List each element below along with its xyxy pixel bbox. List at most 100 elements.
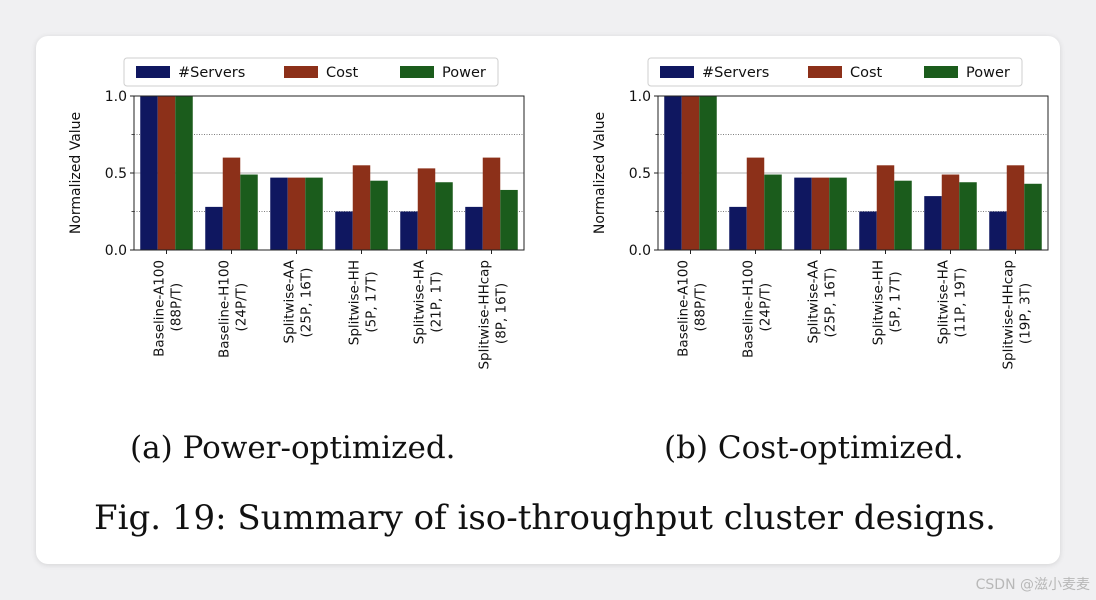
x-tick-label: Splitwise-HA(11P, 19T) xyxy=(936,259,969,344)
bar-cost xyxy=(222,157,241,250)
y-tick-label: 0.5 xyxy=(105,166,127,182)
x-tick-label-config: (24P/T) xyxy=(234,283,250,332)
x-tick-label-name: Baseline-H100 xyxy=(217,260,233,358)
legend-label-cost: Cost xyxy=(326,65,359,81)
bar-power xyxy=(1024,183,1042,250)
y-tick-label: 0.0 xyxy=(105,243,127,259)
legend: #Servers Cost Power xyxy=(123,57,499,87)
legend-label-servers: #Servers xyxy=(702,65,769,81)
bar-cost xyxy=(287,177,306,250)
bar-cost xyxy=(1006,165,1025,250)
bar-servers xyxy=(465,206,483,250)
bar-servers xyxy=(729,206,747,250)
x-tick-label-name: Baseline-H100 xyxy=(741,260,757,358)
bar-power xyxy=(764,174,782,250)
subcaption-cost-optimized: (b) Cost-optimized. xyxy=(664,430,964,466)
bar-cost xyxy=(417,168,436,250)
legend-label-cost: Cost xyxy=(850,65,883,81)
x-tick-label: Baseline-A100(88P/T) xyxy=(676,260,709,357)
y-tick-label: 0.0 xyxy=(629,243,651,259)
x-tick-label-config: (8P, 16T) xyxy=(494,283,510,344)
x-tick-label: Splitwise-AA(25P, 16T) xyxy=(282,259,315,343)
legend-swatch-cost xyxy=(808,66,842,78)
bar-power xyxy=(699,96,717,250)
x-tick-label-name: Splitwise-HHcap xyxy=(1001,260,1017,370)
bar-servers xyxy=(664,96,682,250)
bar-power xyxy=(305,177,323,250)
legend-label-servers: #Servers xyxy=(178,65,245,81)
bar-power xyxy=(240,174,258,250)
bar-power xyxy=(175,96,193,250)
x-tick-label-config: (88P/T) xyxy=(169,283,185,332)
x-tick-label-config: (21P, 1T) xyxy=(429,271,445,332)
figure-card: 0.0 0.5 1.0 Normalized Value Baseline-A100(8… xyxy=(36,36,1060,564)
bar-power xyxy=(894,180,912,250)
bar-power xyxy=(435,182,453,250)
y-axis-label: Normalized Value xyxy=(592,112,608,234)
x-tick-label-config: (5P, 17T) xyxy=(364,271,380,332)
bar-servers xyxy=(335,211,353,250)
x-tick-label: Baseline-H100(24P/T) xyxy=(741,260,774,358)
x-tick-label-config: (5P, 17T) xyxy=(888,271,904,332)
legend: #Servers Cost Power xyxy=(647,57,1023,87)
bar-cost xyxy=(941,174,960,250)
y-tick-label: 1.0 xyxy=(105,89,127,105)
x-tick-label-name: Splitwise-HHcap xyxy=(477,260,493,370)
subcaption-power-optimized: (a) Power-optimized. xyxy=(130,430,456,466)
x-tick-label: Splitwise-HA(21P, 1T) xyxy=(412,259,445,344)
x-tick-label: Baseline-A100(88P/T) xyxy=(152,260,185,357)
bar-servers xyxy=(924,196,942,250)
x-tick-label: Splitwise-AA(25P, 16T) xyxy=(806,259,839,343)
x-tick-label-config: (24P/T) xyxy=(758,283,774,332)
x-tick-label-config: (25P, 16T) xyxy=(823,268,839,338)
bar-servers xyxy=(140,96,158,250)
legend-swatch-servers xyxy=(660,66,694,78)
y-axis-label: Normalized Value xyxy=(68,112,84,234)
bar-servers xyxy=(270,177,288,250)
legend-label-power: Power xyxy=(442,65,486,81)
bar-servers xyxy=(794,177,812,250)
bar-cost xyxy=(352,165,371,250)
bar-power xyxy=(370,180,388,250)
x-tick-label-name: Splitwise-HH xyxy=(347,260,363,345)
legend-swatch-cost xyxy=(284,66,318,78)
bar-cost xyxy=(482,157,501,250)
x-tick-label: Splitwise-HHcap(8P, 16T) xyxy=(477,260,510,370)
bar-cost xyxy=(681,96,700,250)
bar-power xyxy=(959,182,977,250)
bar-power xyxy=(829,177,847,250)
x-tick-label-name: Splitwise-AA xyxy=(282,259,298,343)
x-tick-label-name: Splitwise-HA xyxy=(412,259,428,344)
bar-cost xyxy=(746,157,765,250)
figure-caption: Fig. 19: Summary of iso-throughput clust… xyxy=(94,498,996,538)
chart-cost-optimized: 0.0 0.5 1.0 Normalized Value Baseline-A100(8… xyxy=(592,57,1049,370)
legend-swatch-power xyxy=(924,66,958,78)
x-tick-label-config: (88P/T) xyxy=(693,283,709,332)
x-tick-label-name: Splitwise-HH xyxy=(871,260,887,345)
watermark: CSDN @滋小麦麦 xyxy=(975,577,1090,593)
bar-cost xyxy=(811,177,830,250)
bar-power xyxy=(500,189,518,250)
x-tick-label-config: (11P, 19T) xyxy=(953,268,969,338)
x-tick-label: Splitwise-HH(5P, 17T) xyxy=(871,260,904,345)
x-tick-label-config: (19P, 3T) xyxy=(1018,283,1034,344)
x-tick-label: Splitwise-HHcap(19P, 3T) xyxy=(1001,260,1034,370)
legend-swatch-power xyxy=(400,66,434,78)
bar-cost xyxy=(157,96,176,250)
y-tick-label: 1.0 xyxy=(629,89,651,105)
x-tick-label-name: Baseline-A100 xyxy=(152,260,168,357)
x-tick-label-config: (25P, 16T) xyxy=(299,268,315,338)
x-tick-label-name: Splitwise-AA xyxy=(806,259,822,343)
legend-label-power: Power xyxy=(966,65,1010,81)
x-tick-label: Baseline-H100(24P/T) xyxy=(217,260,250,358)
x-tick-label: Splitwise-HH(5P, 17T) xyxy=(347,260,380,345)
bar-servers xyxy=(400,211,418,250)
bar-cost xyxy=(876,165,895,250)
x-tick-label-name: Baseline-A100 xyxy=(676,260,692,357)
x-tick-label-name: Splitwise-HA xyxy=(936,259,952,344)
legend-swatch-servers xyxy=(136,66,170,78)
bar-servers xyxy=(205,206,223,250)
bar-servers xyxy=(859,211,877,250)
bar-servers xyxy=(989,211,1007,250)
